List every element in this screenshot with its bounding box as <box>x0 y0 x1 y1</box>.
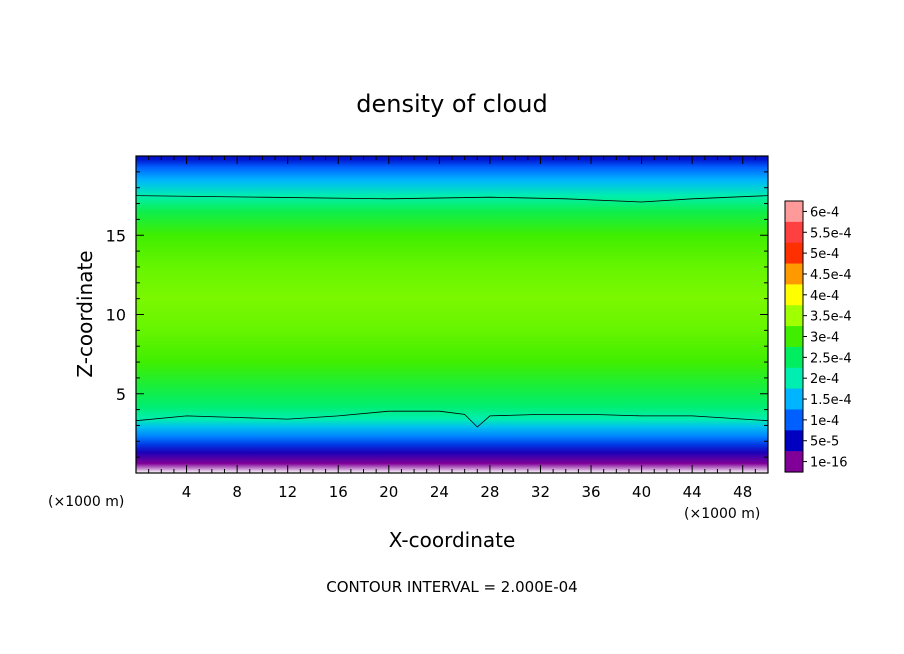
colorbar: 6e-4 5.5e-4 5e-4 4.5e-4 4e-4 3.5e-4 3e-4 2.5e-4… <box>784 200 852 473</box>
colorbar-swatch <box>785 201 803 223</box>
x-tick-label: 12 <box>278 483 297 501</box>
x-axis: 4 8 12 16 20 24 28 32 36 40 44 48 <box>148 156 756 501</box>
colorbar-label: 1e-16 <box>810 456 848 471</box>
colorbar-swatch <box>785 388 803 411</box>
x-tick-label: 48 <box>733 483 752 501</box>
x-tick-label: 16 <box>329 483 348 501</box>
colorbar-swatch <box>785 305 803 327</box>
y-tick-label: 10 <box>106 306 126 325</box>
contour-line <box>135 195 769 203</box>
colorbar-label: 4.5e-4 <box>810 268 852 283</box>
colorbar-label: 5e-4 <box>810 247 839 262</box>
x-unit-right: (×1000 m) <box>684 506 760 522</box>
colorbar-label: 3e-4 <box>810 331 839 346</box>
colorbar-label: 4e-4 <box>810 289 839 304</box>
x-tick-label: 36 <box>581 483 600 501</box>
chart-title: density of cloud <box>356 90 547 118</box>
colorbar-label: 5e-5 <box>810 435 839 450</box>
x-tick-label: 20 <box>379 483 398 501</box>
x-tick-label: 28 <box>480 483 499 501</box>
x-tick-label: 24 <box>430 483 449 501</box>
x-tick-label: 44 <box>683 483 702 501</box>
colorbar-swatch <box>785 326 803 348</box>
contour-interval-note: CONTOUR INTERVAL = 2.000E-04 <box>326 578 577 596</box>
colorbar-swatch <box>785 242 803 265</box>
density-field <box>136 156 768 473</box>
colorbar-swatch <box>785 430 803 452</box>
x-axis-title: X-coordinate <box>389 528 516 552</box>
x-tick-label: 4 <box>182 483 192 501</box>
colorbar-label: 6e-4 <box>810 205 839 220</box>
x-tick-label: 40 <box>632 483 651 501</box>
colorbar-swatch <box>785 367 803 390</box>
colorbar-swatch <box>785 451 803 473</box>
y-axis: 5 10 15 <box>106 171 768 458</box>
colorbar-swatch <box>785 263 803 285</box>
colorbar-label: 2.5e-4 <box>810 351 852 366</box>
colorbar-swatch <box>785 284 803 306</box>
colorbar-label: 2e-4 <box>810 372 839 387</box>
colorbar-label: 3.5e-4 <box>810 310 852 325</box>
plot-area <box>135 155 769 474</box>
colorbar-swatch <box>785 346 803 369</box>
x-unit-left: (×1000 m) <box>48 494 124 510</box>
x-tick-label: 8 <box>232 483 242 501</box>
x-tick-label: 32 <box>531 483 550 501</box>
colorbar-swatch <box>785 221 803 244</box>
colorbar-label: 5.5e-4 <box>810 226 852 241</box>
colorbar-swatch <box>785 409 803 431</box>
y-axis-title: Z-coordinate <box>73 250 97 377</box>
y-tick-label: 15 <box>106 226 126 245</box>
contour-line <box>135 410 769 428</box>
colorbar-label: 1.5e-4 <box>810 393 852 408</box>
contour-lines <box>135 195 769 428</box>
colorbar-label: 1e-4 <box>810 414 839 429</box>
y-tick-label: 5 <box>116 385 126 404</box>
